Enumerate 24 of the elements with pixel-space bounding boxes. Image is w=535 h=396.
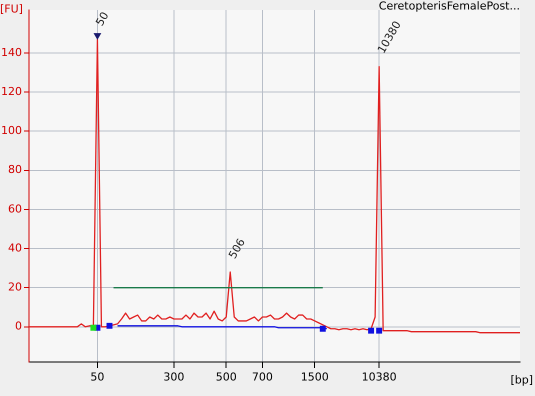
y-tick-label: 80 <box>8 163 22 176</box>
y-tick-label: 140 <box>1 46 22 59</box>
chart-title: CeretopterisFemalePost... <box>378 0 520 12</box>
x-tick-label: 300 <box>163 370 184 384</box>
y-axis-title: [FU] <box>0 2 23 16</box>
x-tick-label: 1500 <box>300 370 329 384</box>
annotation: 50 <box>93 10 112 28</box>
point <box>368 328 374 334</box>
point <box>94 33 101 40</box>
x-tick-label: 500 <box>216 370 237 384</box>
x-tick-label: 10380 <box>362 370 397 384</box>
point <box>376 328 382 334</box>
x-tick-label: 50 <box>90 370 104 384</box>
point <box>90 324 96 331</box>
point <box>106 322 112 329</box>
y-tick-label: 0 <box>15 320 22 333</box>
point <box>320 326 326 332</box>
y-tick-label: 40 <box>8 241 22 254</box>
y-tick-label: 120 <box>1 84 22 98</box>
y-tick-label: 20 <box>8 280 22 294</box>
x-axis-title: [bp] <box>510 373 533 386</box>
y-tick-label: 60 <box>8 202 22 216</box>
y-tick-label: 100 <box>1 124 22 138</box>
x-tick-label: 700 <box>252 370 273 384</box>
